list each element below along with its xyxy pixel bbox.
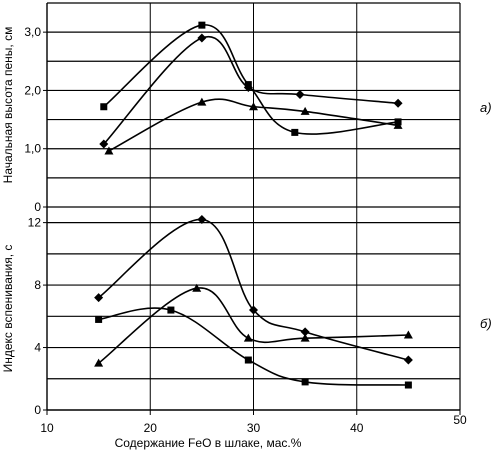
square-marker	[244, 356, 252, 364]
panel-a-series-line-1	[103, 24, 399, 135]
square-marker	[404, 381, 412, 389]
panel-a-ytick-label: 3,0	[24, 25, 41, 39]
panel-a-ytick-label: 1,0	[24, 142, 41, 156]
labels-layer: 0 1,0 2,0 3,0 Начальная высота пены, см а) 0 4 8…	[1, 25, 492, 450]
square-marker	[100, 103, 108, 111]
panel-a-series-line-2	[103, 35, 399, 145]
diamond-marker	[243, 83, 253, 93]
triangle-marker	[403, 330, 413, 339]
xtick-label: 10	[40, 421, 54, 435]
diamond-marker	[249, 305, 258, 315]
diamond-marker	[295, 90, 305, 100]
panel-b-ytick-label: 4	[34, 341, 41, 355]
triangle-marker	[249, 102, 258, 111]
panel-b-ytick-label: 8	[34, 278, 41, 292]
diamond-marker	[403, 355, 413, 365]
square-marker	[291, 128, 299, 136]
diamond-marker	[393, 98, 403, 108]
panel-b-ytick-label: 0	[34, 403, 41, 417]
panel-b-ytick-label: 12	[28, 216, 42, 230]
grid-lines	[47, 2, 460, 410]
panel-b-series-line-2	[98, 287, 409, 364]
square-marker	[95, 315, 103, 323]
square-marker	[301, 378, 309, 386]
triangle-marker	[300, 106, 310, 115]
panel-b-label: б)	[480, 316, 492, 331]
diamond-marker	[197, 214, 207, 224]
square-marker	[198, 21, 206, 29]
xtick-label: 40	[350, 421, 364, 435]
axes	[43, 3, 461, 415]
xtick-label: 30	[247, 421, 261, 435]
panel-b-ylabel: Индекс вспенивания, с	[1, 245, 15, 373]
triangle-marker	[94, 358, 104, 367]
triangle-marker	[192, 283, 202, 292]
diamond-marker	[94, 293, 104, 303]
x-axis-label: Содержание FeO в шлаке, мас.%	[115, 436, 302, 450]
triangle-marker	[197, 97, 207, 106]
panel-a-ylabel: Начальная высота пены, см	[1, 27, 15, 184]
diamond-marker	[197, 33, 207, 43]
triangle-marker	[104, 146, 114, 155]
diamond-marker	[99, 139, 109, 149]
triangle-marker	[243, 333, 253, 342]
panel-a-ytick-label: 2,0	[24, 83, 41, 97]
xtick-label: 50	[453, 413, 467, 427]
series-layer	[94, 21, 413, 389]
triangle-marker	[393, 120, 403, 129]
xtick-label: 20	[144, 421, 158, 435]
panel-b-series-line-1	[98, 218, 409, 361]
square-marker	[167, 306, 175, 314]
panel-a-label: а)	[480, 100, 492, 115]
triangle-marker	[300, 333, 310, 342]
panel-a-ytick-label: 0	[34, 200, 41, 214]
diamond-marker	[300, 327, 310, 337]
